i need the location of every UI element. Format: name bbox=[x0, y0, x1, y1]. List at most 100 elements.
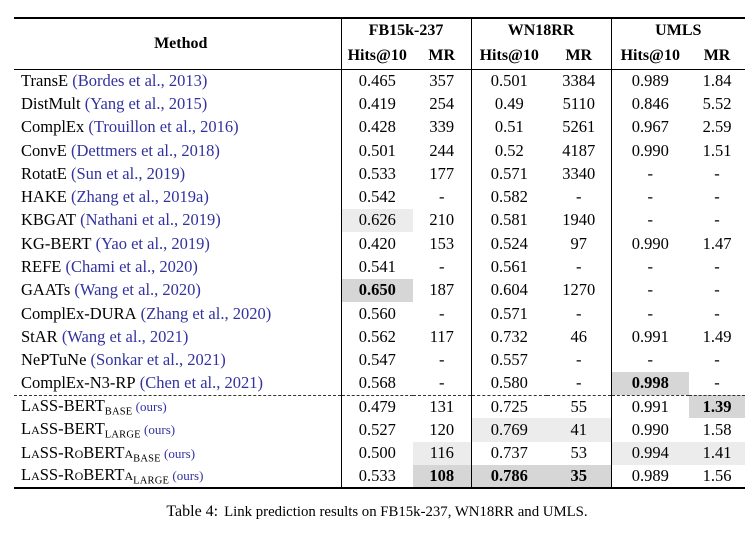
method-name: ComplEx-N3-RP bbox=[21, 373, 136, 393]
metric-cell: 0.51 bbox=[470, 115, 548, 139]
metric-cell: 0.725 bbox=[470, 394, 548, 419]
metric-cell: 0.52 bbox=[470, 138, 548, 163]
method-size-subscript: BASE bbox=[104, 406, 133, 418]
subheader-wn-hits10: Hits@10 bbox=[470, 43, 548, 70]
metric-cell: - bbox=[576, 257, 582, 277]
metric-cell: 0.990 bbox=[610, 138, 690, 163]
metric-cell: 0.501 bbox=[340, 138, 413, 163]
metric-cell: 5261 bbox=[562, 117, 596, 137]
citation-link[interactable]: (Zhang et al., 2019a) bbox=[66, 187, 209, 207]
citation-link[interactable]: (Trouillon et al., 2016) bbox=[84, 117, 239, 137]
metric-cell: 116 bbox=[413, 441, 472, 466]
citation-link[interactable]: (Nathani et al., 2019) bbox=[76, 210, 221, 230]
subheader-fb-mr: MR bbox=[413, 43, 472, 70]
citation-link[interactable]: (Yang et al., 2015) bbox=[80, 93, 208, 113]
table-row: ComplEx (Trouillon et al., 2016) 0.428 339… bbox=[14, 115, 745, 139]
metric-cell: 0.562 bbox=[340, 325, 413, 349]
citation-link[interactable]: (Wang et al., 2020) bbox=[70, 280, 201, 300]
metric-cell: 153 bbox=[429, 233, 455, 253]
table-row: LaSS-BERTBASE (ours) 0.479 131 0.725 55 0.991… bbox=[14, 394, 746, 419]
table-row: LaSS-BERTLARGE (ours) 0.527 120 0.769 41 0.99… bbox=[14, 418, 745, 442]
ours-label[interactable]: (ours) bbox=[169, 468, 204, 484]
citation-link[interactable]: (Sun et al., 2019) bbox=[66, 163, 186, 183]
method-name: RotatE bbox=[21, 163, 67, 183]
method-cell: HAKE (Zhang et al., 2019a) bbox=[14, 185, 341, 208]
method-cell: KG-BERT (Yao et al., 2019) bbox=[14, 232, 341, 255]
metric-cell: - bbox=[610, 301, 690, 326]
group-header-umls: UMLS bbox=[610, 18, 746, 43]
method-name: LaSS-BERT bbox=[21, 396, 105, 416]
method-cell: RotatE (Sun et al., 2019) bbox=[14, 162, 341, 185]
ours-label[interactable]: (ours) bbox=[140, 422, 176, 438]
table-row: ConvE (Dettmers et al., 2018) 0.501 244 0.5… bbox=[14, 138, 745, 163]
metric-cell: - bbox=[610, 348, 690, 372]
metric-cell: 339 bbox=[429, 117, 455, 137]
metric-cell: 1.39 bbox=[689, 394, 746, 419]
method-cell: LaSS-BERTLARGE (ours) bbox=[14, 418, 341, 441]
metric-cell: - bbox=[714, 163, 720, 183]
metric-cell: - bbox=[714, 303, 720, 323]
group-header-wn18rr: WN18RR bbox=[470, 18, 612, 43]
metric-cell: 0.420 bbox=[340, 232, 413, 256]
metric-cell: 0.524 bbox=[470, 232, 548, 256]
metric-cell: 0.650 bbox=[340, 278, 413, 302]
table-header: Method FB15k-237 WN18RR UMLS Hits@10 MR … bbox=[14, 18, 746, 70]
metric-cell: - bbox=[610, 255, 690, 279]
metric-cell: 210 bbox=[429, 210, 455, 230]
metric-cell: 177 bbox=[429, 163, 455, 183]
metric-cell: 0.786 bbox=[470, 465, 548, 489]
subheader-fb-hits10: Hits@10 bbox=[340, 43, 413, 70]
metric-cell: 0.501 bbox=[470, 69, 548, 93]
subheader-umls-hits10: Hits@10 bbox=[610, 43, 690, 70]
ours-label[interactable]: (ours) bbox=[132, 399, 167, 415]
citation-link[interactable]: (Zhang et al., 2020) bbox=[136, 303, 272, 323]
group-header-fb15k-237: FB15k-237 bbox=[340, 18, 472, 43]
metric-cell: - bbox=[439, 350, 445, 370]
metric-cell: 0.560 bbox=[340, 301, 413, 326]
metric-cell: 55 bbox=[547, 394, 612, 419]
ours-label[interactable]: (ours) bbox=[160, 445, 196, 461]
method-cell: LaSS-RoBERTaLARGE (ours) bbox=[14, 465, 341, 488]
citation-link[interactable]: (Yao et al., 2019) bbox=[91, 233, 210, 253]
citation-link[interactable]: (Chami et al., 2020) bbox=[61, 257, 198, 277]
method-name: LaSS-RoBERTa bbox=[21, 465, 134, 485]
metric-cell: 244 bbox=[429, 140, 455, 160]
citation-link[interactable]: (Bordes et al., 2013) bbox=[68, 70, 208, 90]
metric-cell: 0.991 bbox=[610, 394, 690, 419]
metric-cell: 0.465 bbox=[340, 69, 413, 93]
metric-cell: - bbox=[576, 303, 582, 323]
metric-cell: 0.769 bbox=[470, 418, 548, 442]
metric-cell: 5.52 bbox=[702, 93, 732, 113]
table-row: REFE (Chami et al., 2020) 0.541-0.561- - - bbox=[14, 255, 745, 279]
citation-link[interactable]: (Chen et al., 2021) bbox=[135, 373, 263, 393]
metric-cell: 5110 bbox=[562, 93, 595, 113]
metric-cell: 0.541 bbox=[340, 255, 413, 279]
metric-cell: - bbox=[714, 350, 720, 370]
method-name: REFE bbox=[21, 257, 62, 277]
metric-cell: - bbox=[714, 210, 720, 230]
metric-cell: 0.568 bbox=[340, 371, 413, 396]
metric-cell: 2.59 bbox=[702, 117, 732, 137]
citation-link[interactable]: (Wang et al., 2021) bbox=[57, 326, 189, 346]
method-column-header: Method bbox=[14, 18, 341, 70]
metric-cell: 0.419 bbox=[340, 92, 413, 116]
table-row: NePTuNe (Sonkar et al., 2021) 0.547-0.557… bbox=[14, 348, 745, 372]
metric-cell: 0.998 bbox=[610, 371, 690, 396]
method-name: ComplEx-DURA bbox=[21, 303, 137, 323]
metric-cell: 97 bbox=[570, 233, 588, 253]
citation-link[interactable]: (Sonkar et al., 2021) bbox=[86, 350, 226, 370]
metric-cell: 0.990 bbox=[610, 418, 690, 442]
metric-cell: 35 bbox=[547, 465, 612, 489]
metric-cell: 0.846 bbox=[610, 92, 690, 116]
citation-link[interactable]: (Dettmers et al., 2018) bbox=[66, 140, 220, 160]
table-row: HAKE (Zhang et al., 2019a) 0.542-0.582- - - bbox=[14, 185, 745, 209]
method-cell: KBGAT (Nathani et al., 2019) bbox=[14, 209, 341, 232]
method-cell: LaSS-BERTBASE (ours) bbox=[14, 394, 341, 419]
metric-cell: - bbox=[576, 187, 582, 207]
metric-cell: 0.604 bbox=[470, 278, 548, 302]
subheader-wn-mr: MR bbox=[547, 43, 612, 70]
metric-cell: - bbox=[439, 373, 445, 393]
metric-cell: 0.428 bbox=[340, 115, 413, 139]
metric-cell: - bbox=[439, 257, 445, 277]
table-body: TransE (Bordes et al., 2013) 0.465 357 0.50… bbox=[14, 69, 746, 489]
